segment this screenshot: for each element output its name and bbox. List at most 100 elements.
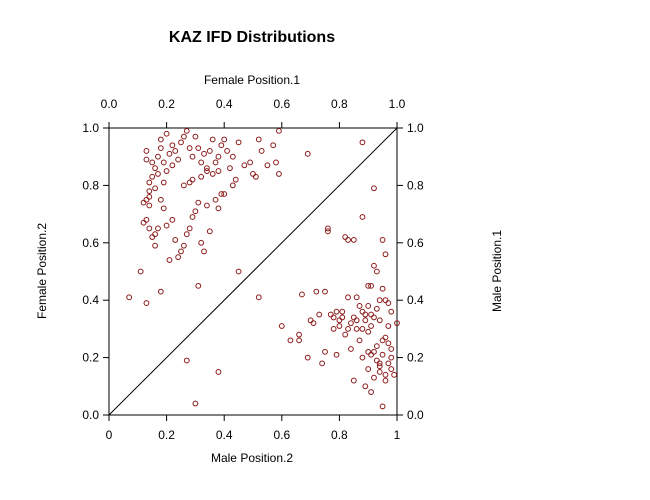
scatter-point	[316, 311, 323, 318]
scatter-point	[143, 216, 150, 223]
scatter-point	[348, 320, 354, 327]
scatter-point	[175, 156, 182, 163]
scatter-point	[140, 219, 147, 226]
scatter-point	[359, 214, 366, 220]
scatter-point	[382, 371, 389, 378]
scatter-point	[287, 337, 294, 344]
scatter-point	[192, 208, 199, 215]
scatter-point	[356, 337, 363, 344]
data-layer	[108, 127, 400, 416]
scatter-point	[270, 142, 277, 149]
left-tick-label: 0.2	[82, 351, 99, 365]
scatter-point	[371, 314, 377, 321]
scatter-point	[359, 326, 366, 332]
scatter-point	[192, 133, 199, 140]
bottom-tick-label: 0.6	[273, 428, 290, 442]
scatter-point	[258, 148, 265, 154]
right-axis-label: Male Position.1	[490, 230, 504, 312]
scatter-point	[365, 328, 372, 335]
scatter-point	[336, 323, 343, 329]
scatter-point	[160, 159, 167, 166]
scatter-point	[163, 130, 170, 137]
scatter-point	[149, 173, 156, 180]
scatter-point	[379, 403, 386, 410]
scatter-point	[157, 196, 164, 203]
right-tick-label: 0.0	[407, 408, 424, 422]
scatter-point	[183, 127, 190, 134]
scatter-point	[250, 171, 256, 177]
scatter-point	[180, 182, 187, 189]
scatter-point	[198, 173, 205, 180]
scatter-point	[252, 173, 259, 180]
scatter-point	[350, 314, 357, 321]
scatter-point	[224, 148, 230, 154]
scatter-point	[189, 176, 196, 183]
bottom-tick-label: 1	[394, 428, 401, 442]
scatter-point	[180, 133, 187, 140]
scatter-point	[385, 323, 392, 329]
scatter-point	[201, 248, 207, 255]
scatter-point	[229, 153, 236, 160]
scatter-point	[359, 354, 366, 361]
scatter-point	[376, 360, 383, 367]
scatter-point	[195, 199, 202, 206]
bottom-tick-label: 0	[106, 428, 113, 442]
scatter-point	[333, 308, 340, 315]
scatter-point	[319, 360, 326, 367]
scatter-point	[137, 268, 144, 275]
scatter-point	[255, 294, 262, 301]
scatter-point	[143, 156, 150, 163]
scatter-point	[342, 331, 349, 338]
scatter-point	[172, 237, 179, 243]
left-tick-label: 1.0	[82, 121, 99, 135]
left-tick-label: 0.6	[82, 236, 99, 250]
scatter-point	[385, 360, 392, 367]
scatter-point	[143, 196, 150, 203]
scatter-point	[359, 308, 366, 315]
scatter-point	[333, 351, 340, 358]
scatter-point	[152, 242, 158, 249]
scatter-point	[212, 196, 219, 203]
scatter-point	[163, 168, 170, 174]
scatter-point	[218, 142, 225, 149]
diagonal-line	[108, 127, 398, 416]
scatter-point	[324, 228, 331, 235]
scatter-point	[368, 311, 374, 318]
scatter-point	[264, 162, 271, 169]
scatter-point	[368, 389, 374, 395]
scatter-point	[296, 331, 302, 338]
left-tick-label: 0.8	[82, 178, 99, 192]
scatter-point	[373, 357, 380, 364]
scatter-point	[189, 153, 196, 160]
scatter-point	[273, 159, 279, 166]
scatter-point	[365, 366, 372, 372]
scatter-point	[368, 323, 374, 329]
bottom-axis-label: Male Position.2	[211, 451, 293, 465]
scatter-point	[146, 193, 153, 200]
scatter-point	[155, 153, 161, 160]
scatter-point	[382, 377, 389, 384]
scatter-point	[379, 351, 386, 358]
scatter-point	[345, 237, 351, 243]
scatter-point	[373, 343, 380, 350]
scatter-point	[276, 171, 282, 177]
scatter-point	[186, 225, 193, 232]
scatter-point	[215, 168, 222, 174]
scatter-point	[146, 225, 153, 232]
scatter-point	[160, 205, 167, 212]
scatter-point	[255, 136, 262, 143]
scatter-point	[186, 145, 193, 151]
top-tick-label: 0.8	[331, 97, 348, 111]
scatter-point	[382, 297, 389, 304]
scatter-point	[371, 348, 377, 355]
bottom-tick-label: 0.4	[216, 428, 233, 442]
right-tick-label: 0.6	[407, 236, 424, 250]
scatter-point	[175, 254, 182, 261]
scatter-point	[163, 222, 170, 229]
scatter-point	[247, 159, 254, 166]
scatter-point	[345, 326, 351, 332]
scatter-point	[376, 317, 383, 324]
scatter-point	[299, 291, 305, 298]
scatter-point	[232, 176, 239, 183]
scatter-point	[209, 171, 216, 177]
